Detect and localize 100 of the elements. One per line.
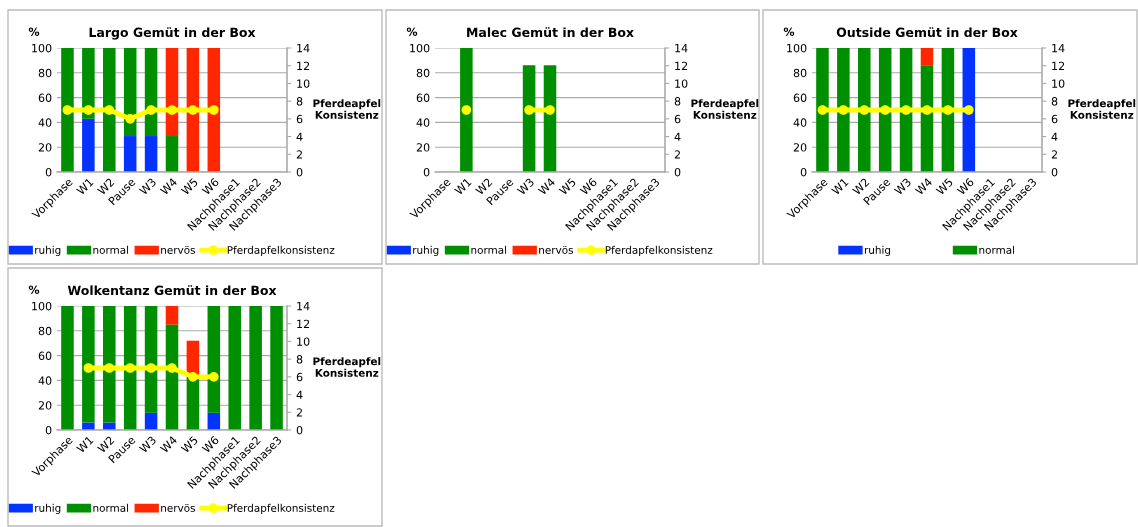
- y2-tick-label: 12: [1052, 61, 1065, 70]
- legend-label: nervös: [161, 503, 195, 512]
- bar: [82, 118, 95, 172]
- y-tick-label: 100: [32, 301, 52, 311]
- y2-tick-label: 0: [296, 425, 303, 435]
- y2-tick-label: 8: [674, 97, 681, 106]
- bar: [270, 306, 283, 430]
- y2-tick-label: 0: [1051, 167, 1058, 177]
- y-tick-label: 80: [38, 68, 52, 78]
- bar: [61, 306, 74, 430]
- y2-tick-label: 2: [296, 408, 302, 417]
- bar: [123, 136, 137, 172]
- bar: [165, 48, 179, 137]
- y2-tick-label: 10: [297, 337, 310, 346]
- y2-tick-label: 6: [296, 372, 303, 382]
- y2-tick-label: 6: [1051, 114, 1058, 124]
- chart-title: Largo Gemüt in der Box: [89, 27, 256, 40]
- y-tick-label: 20: [793, 143, 807, 152]
- y2-tick-label: 12: [675, 61, 688, 70]
- legend-label: Pferdapfelkonsistenz: [227, 503, 335, 514]
- y-tick-label: 80: [38, 326, 52, 336]
- y-tick-label: 0: [45, 167, 52, 177]
- y-axis-title: %: [406, 27, 418, 36]
- chart-title: Wolkentanz Gemüt in der Box: [67, 285, 277, 296]
- chart-title: Malec Gemüt in der Box: [467, 27, 634, 38]
- y-tick-label: 40: [416, 118, 430, 127]
- bar: [82, 306, 95, 423]
- y-axis-title: %: [28, 285, 40, 294]
- y2-tick-label: 8: [1051, 97, 1058, 106]
- y2-tick-label: 0: [296, 167, 303, 177]
- y2-axis-title: Pferdeapfel Konsistenz: [691, 99, 759, 119]
- x-tick-label: W3: [138, 435, 157, 454]
- bar: [144, 306, 158, 413]
- y2-axis-title: Pferdeapfel Konsistenz: [1068, 99, 1136, 119]
- y-axis-title: %: [783, 27, 795, 36]
- bar: [144, 48, 158, 137]
- y-tick-label: 100: [32, 43, 52, 53]
- bar: [103, 48, 116, 172]
- y2-tick-label: 14: [297, 44, 310, 53]
- legend-label: ruhig: [35, 503, 61, 514]
- y2-tick-label: 10: [297, 79, 310, 88]
- y2-tick-label: 14: [1052, 44, 1065, 53]
- x-tick-label: W4: [914, 177, 933, 196]
- legend-label: ruhig: [864, 245, 891, 256]
- y2-axis-title: Pferdeapfel Konsistenz: [313, 357, 381, 377]
- legend-label: ruhig: [35, 245, 61, 256]
- legend-label: Pferdapfelkonsistenz: [227, 245, 335, 256]
- y2-tick-label: 12: [297, 319, 310, 328]
- x-tick-label: W1: [76, 177, 94, 196]
- y2-tick-label: 10: [1052, 79, 1065, 88]
- x-tick-label: W4: [159, 435, 178, 454]
- bar: [103, 306, 116, 423]
- y2-tick-label: 4: [674, 132, 681, 141]
- y-tick-label: 60: [38, 351, 52, 360]
- y-tick-label: 60: [38, 93, 52, 102]
- x-tick-label: W3: [138, 177, 157, 196]
- legend-label: normal: [93, 245, 129, 254]
- y-tick-label: 0: [45, 425, 52, 435]
- x-tick-label: W1: [831, 177, 849, 196]
- x-tick-label: W1: [76, 435, 94, 454]
- y-tick-label: 40: [38, 376, 52, 385]
- bar: [228, 306, 241, 430]
- x-tick-label: W4: [537, 177, 556, 196]
- y-tick-label: 80: [793, 68, 807, 78]
- y2-tick-label: 4: [1051, 132, 1058, 141]
- y2-tick-label: 14: [297, 302, 310, 311]
- y-tick-label: 60: [793, 93, 807, 102]
- y2-tick-label: 14: [675, 44, 688, 53]
- y-tick-label: 20: [416, 143, 430, 152]
- bar: [61, 48, 74, 172]
- legend-label: nervös: [161, 245, 195, 254]
- legend-label: nervös: [539, 245, 573, 254]
- y2-axis-title: Pferdeapfel Konsistenz: [313, 99, 381, 119]
- bar: [207, 306, 221, 413]
- y2-tick-label: 0: [674, 167, 681, 177]
- legend-label: ruhig: [413, 245, 439, 256]
- y2-tick-label: 2: [296, 150, 302, 159]
- y-tick-label: 20: [38, 401, 52, 410]
- y2-tick-label: 8: [296, 355, 303, 364]
- bar: [249, 306, 262, 430]
- bar: [82, 48, 95, 119]
- y-tick-label: 0: [800, 167, 807, 177]
- bar: [186, 48, 200, 172]
- y2-tick-label: 4: [296, 132, 303, 141]
- chart-title: Outside Gemüt in der Box: [836, 27, 1018, 38]
- y2-tick-label: 6: [674, 114, 681, 124]
- bar: [123, 48, 137, 137]
- legend-label: normal: [471, 245, 507, 254]
- y2-tick-label: 2: [674, 150, 680, 159]
- x-tick-label: W3: [516, 177, 535, 196]
- bar: [207, 48, 221, 172]
- y-tick-label: 80: [416, 68, 430, 78]
- y-tick-label: 100: [787, 43, 807, 53]
- bar: [165, 306, 179, 325]
- x-tick-label: W3: [893, 177, 912, 196]
- y-tick-label: 20: [38, 143, 52, 152]
- legend-label: Pferdapfelkonsistenz: [605, 245, 713, 256]
- y-tick-label: 100: [410, 43, 430, 53]
- y2-tick-label: 2: [1051, 150, 1057, 159]
- x-tick-label: W4: [159, 177, 178, 196]
